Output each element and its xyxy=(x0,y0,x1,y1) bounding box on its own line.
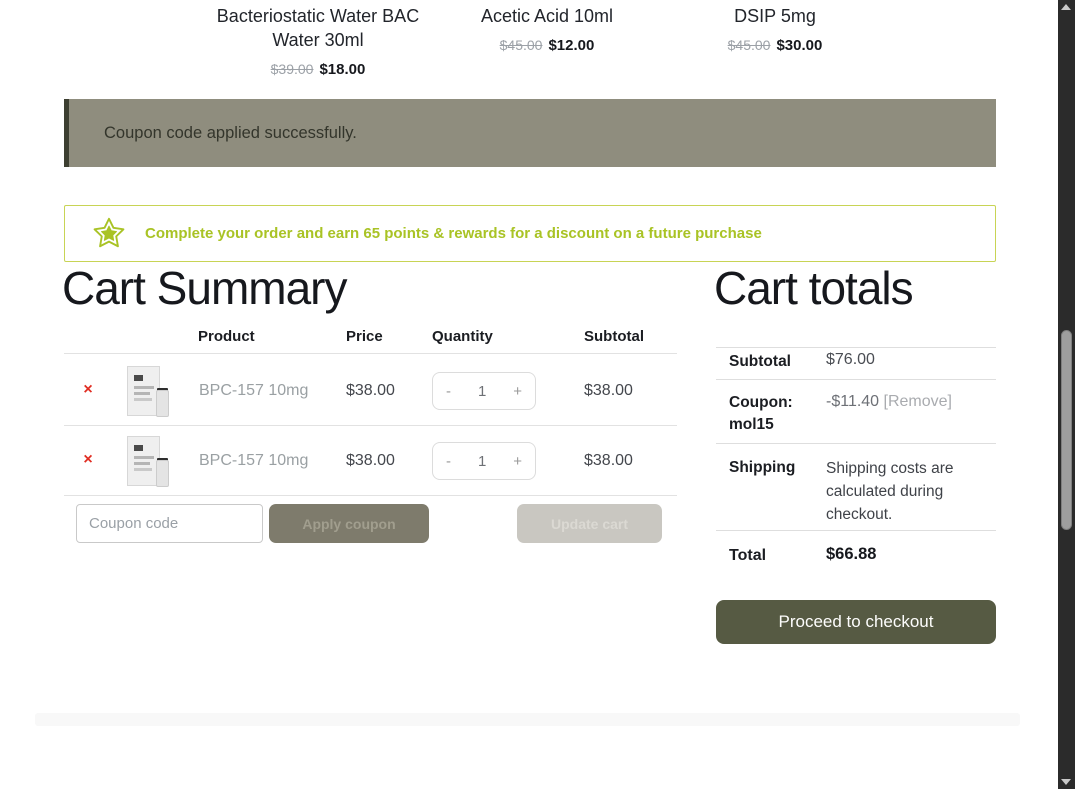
coupon-code-input[interactable] xyxy=(76,504,263,543)
qty-increase-button[interactable]: + xyxy=(513,452,522,470)
star-icon xyxy=(93,217,125,247)
vial xyxy=(156,390,169,417)
divider xyxy=(716,379,996,380)
coupon-label: Coupon: mol15 xyxy=(729,392,793,436)
update-cart-button[interactable]: Update cart xyxy=(517,504,662,543)
footer-divider xyxy=(35,713,1020,726)
thumb-box xyxy=(127,436,160,486)
rewards-text: Complete your order and earn 65 points &… xyxy=(145,225,762,242)
qty-input[interactable] xyxy=(467,382,498,400)
vial xyxy=(156,460,169,487)
total-value: $66.88 xyxy=(826,545,877,563)
notice-text: Coupon code applied successfully. xyxy=(104,123,357,142)
column-header-price: Price xyxy=(346,328,383,345)
coupon-discount-value: -$11.40 xyxy=(826,393,880,410)
coupon-label-line2: mol15 xyxy=(729,416,774,433)
product-card: Bacteriostatic Water BAC Water 30ml $39.… xyxy=(208,4,428,78)
product-card: DSIP 5mg $45.00 $30.00 xyxy=(675,4,875,54)
divider xyxy=(716,443,996,444)
remove-item-button[interactable]: × xyxy=(83,381,93,398)
rewards-banner: Complete your order and earn 65 points &… xyxy=(64,205,996,262)
shipping-label: Shipping xyxy=(729,459,796,476)
cart-totals-title: Cart totals xyxy=(714,262,914,314)
qty-decrease-button[interactable]: - xyxy=(446,382,451,400)
total-label: Total xyxy=(729,547,767,564)
product-thumbnail[interactable] xyxy=(125,363,171,419)
qty-decrease-button[interactable]: - xyxy=(446,452,451,470)
divider xyxy=(64,353,677,354)
scroll-down-icon[interactable] xyxy=(1061,779,1071,785)
product-price-line: $45.00 $30.00 xyxy=(675,37,875,54)
item-price: $38.00 xyxy=(346,452,395,469)
divider xyxy=(64,425,677,426)
quantity-stepper: - + xyxy=(432,372,536,410)
item-price: $38.00 xyxy=(346,382,395,399)
cart-summary-title: Cart Summary xyxy=(62,262,347,314)
product-thumbnail[interactable] xyxy=(125,433,171,489)
coupon-applied-notice: Coupon code applied successfully. xyxy=(64,99,996,167)
scroll-up-icon[interactable] xyxy=(1061,4,1071,10)
divider xyxy=(716,347,996,348)
proceed-to-checkout-button[interactable]: Proceed to checkout xyxy=(716,600,996,644)
column-header-quantity: Quantity xyxy=(432,328,493,345)
sale-price: $12.00 xyxy=(548,37,595,54)
sale-price: $30.00 xyxy=(776,37,823,54)
item-name[interactable]: BPC-157 10mg xyxy=(199,452,309,469)
item-subtotal: $38.00 xyxy=(584,382,633,399)
product-link[interactable]: DSIP 5mg xyxy=(734,6,816,26)
apply-coupon-button[interactable]: Apply coupon xyxy=(269,504,429,543)
coupon-value-row: -$11.40 [Remove] xyxy=(826,393,952,411)
qty-input[interactable] xyxy=(467,452,498,470)
old-price: $39.00 xyxy=(270,61,314,77)
shipping-note: Shipping costs are calculated during che… xyxy=(826,460,954,523)
product-price-line: $45.00 $12.00 xyxy=(447,37,647,54)
column-header-product: Product xyxy=(198,328,255,345)
product-price-line: $39.00 $18.00 xyxy=(208,61,428,78)
qty-increase-button[interactable]: + xyxy=(513,382,522,400)
scrollbar-thumb[interactable] xyxy=(1061,330,1072,530)
old-price: $45.00 xyxy=(727,37,771,53)
remove-coupon-link[interactable]: [Remove] xyxy=(883,393,952,410)
product-link[interactable]: Bacteriostatic Water BAC Water 30ml xyxy=(216,6,420,50)
coupon-label-line1: Coupon: xyxy=(729,394,793,411)
divider xyxy=(716,530,996,531)
sale-price: $18.00 xyxy=(319,61,366,78)
product-link[interactable]: Acetic Acid 10ml xyxy=(480,6,614,26)
subtotal-label: Subtotal xyxy=(729,353,791,370)
old-price: $45.00 xyxy=(499,37,543,53)
scrollbar-track[interactable] xyxy=(1058,0,1075,789)
quantity-stepper: - + xyxy=(432,442,536,480)
subtotal-value: $76.00 xyxy=(826,351,875,368)
remove-item-button[interactable]: × xyxy=(83,451,93,468)
item-name[interactable]: BPC-157 10mg xyxy=(199,382,309,399)
item-subtotal: $38.00 xyxy=(584,452,633,469)
divider xyxy=(64,495,677,496)
product-card: Acetic Acid 10ml $45.00 $12.00 xyxy=(447,4,647,54)
thumb-box xyxy=(127,366,160,416)
column-header-subtotal: Subtotal xyxy=(584,328,644,345)
